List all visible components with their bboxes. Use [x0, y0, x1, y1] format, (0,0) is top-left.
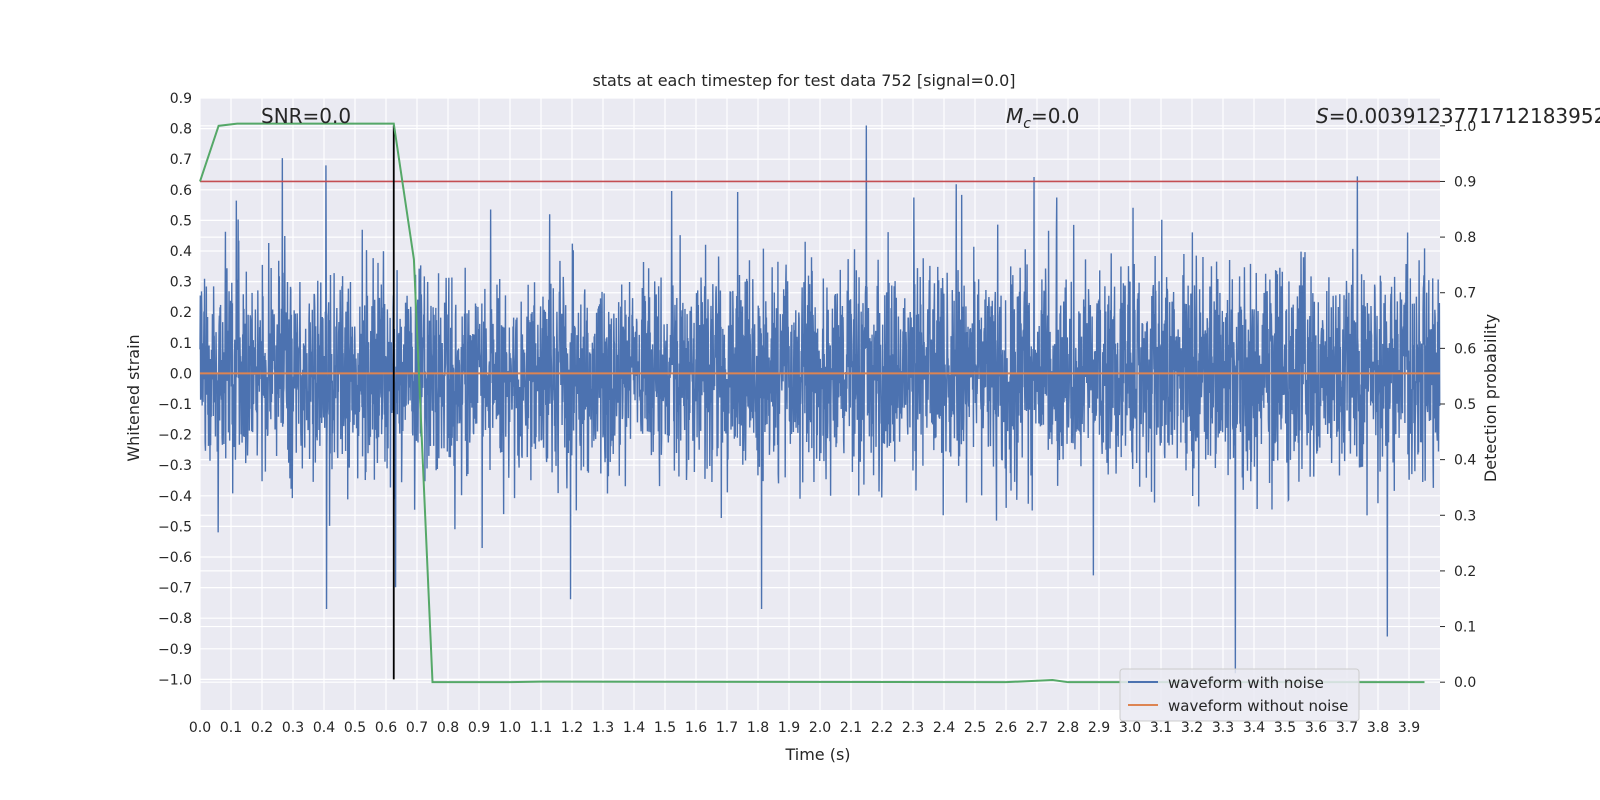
x-tick-label: 2.8	[1057, 720, 1079, 736]
x-tick-label: 2.5	[964, 720, 986, 736]
y2-tick-label: 0.5	[1454, 397, 1476, 413]
y2-tick-label: 0.1	[1454, 620, 1476, 636]
x-tick-label: 1.8	[747, 720, 769, 736]
x-tick-label: 0.1	[220, 720, 242, 736]
mc-symbol: M	[1006, 104, 1023, 128]
s-value: =0.0039123771712183952	[1329, 104, 1600, 128]
x-tick-label: 1.2	[561, 720, 583, 736]
x-tick-label: 0.8	[437, 720, 459, 736]
s-annotation: S=0.0039123771712183952	[1316, 104, 1600, 128]
y-tick-label: 0.9	[170, 91, 192, 107]
x-tick-label: 1.1	[530, 720, 552, 736]
x-tick-label: 0.5	[344, 720, 366, 736]
x-tick-label: 2.7	[1026, 720, 1048, 736]
y-axis-ticks: 0.9 0.8 0.7 0.6 0.5 0.4 0.3 0.2 0.1 0.0 −0.1 −0.2 −0…	[158, 91, 192, 688]
x-tick-label: 3.3	[1212, 720, 1234, 736]
y2-axis-ticks: 1.0 0.9 0.8 0.7 0.6 0.5 0.4 0.3 0.2 0.1 0.0	[1440, 119, 1476, 691]
snr-annotation: SNR=0.0	[261, 104, 351, 128]
y-tick-label: −0.4	[158, 489, 192, 505]
x-tick-label: 1.5	[654, 720, 676, 736]
legend-label-clean: waveform without noise	[1168, 697, 1348, 715]
y-tick-label: 0.6	[170, 183, 192, 199]
x-tick-label: 3.6	[1305, 720, 1327, 736]
y-tick-label: −1.0	[158, 672, 192, 688]
y2-tick-label: 0.9	[1454, 174, 1476, 190]
y-tick-label: 0.2	[170, 305, 192, 321]
s-symbol: S	[1316, 104, 1329, 128]
x-tick-label: 2.3	[902, 720, 924, 736]
series-detection-probability	[199, 122, 1425, 684]
x-tick-label: 2.1	[840, 720, 862, 736]
y-tick-label: 0.5	[170, 213, 192, 229]
y2-tick-label: 0.6	[1454, 341, 1476, 357]
x-tick-label: 3.7	[1336, 720, 1358, 736]
x-tick-label: 2.2	[871, 720, 893, 736]
x-axis-ticks: 0.0 0.1 0.2 0.3 0.4 0.5 0.6 0.7 0.8 0.9 1.0 1.1 1.2 1…	[189, 720, 1420, 736]
x-tick-label: 1.4	[623, 720, 645, 736]
x-tick-label: 0.0	[189, 720, 211, 736]
x-tick-label: 0.6	[375, 720, 397, 736]
legend-label-noise: waveform with noise	[1168, 674, 1324, 692]
x-tick-label: 2.6	[995, 720, 1017, 736]
x-tick-label: 2.0	[809, 720, 831, 736]
y-tick-label: 0.3	[170, 275, 192, 291]
y-tick-label: −0.8	[158, 611, 192, 627]
y-tick-label: −0.2	[158, 428, 192, 444]
legend-box	[1119, 668, 1360, 722]
x-tick-label: 0.7	[406, 720, 428, 736]
x-tick-label: 3.1	[1150, 720, 1172, 736]
y-tick-label: 0.8	[170, 122, 192, 138]
y2-tick-label: 0.4	[1454, 453, 1476, 469]
mc-subscript: c	[1023, 116, 1031, 132]
y2-tick-label: 0.3	[1454, 508, 1476, 524]
y2-axis-label: Detection probability	[1481, 314, 1500, 482]
x-tick-label: 3.8	[1367, 720, 1389, 736]
x-tick-label: 3.4	[1243, 720, 1265, 736]
y-axis-label: Whitened strain	[124, 334, 143, 461]
noise-line	[199, 125, 1441, 674]
x-tick-label: 3.5	[1274, 720, 1296, 736]
series-waveform-with-noise	[199, 125, 1441, 674]
y-tick-label: 0.7	[170, 152, 192, 168]
x-tick-label: 0.9	[468, 720, 490, 736]
x-tick-label: 1.9	[778, 720, 800, 736]
probability-line	[199, 122, 1425, 684]
x-tick-label: 3.9	[1398, 720, 1420, 736]
x-tick-label: 0.2	[251, 720, 273, 736]
x-tick-label: 0.4	[313, 720, 335, 736]
x-tick-label: 1.7	[716, 720, 738, 736]
y-tick-label: 0.1	[170, 336, 192, 352]
y-tick-label: −0.3	[158, 458, 192, 474]
legend: waveform with noise waveform without noi…	[1119, 668, 1360, 722]
y-gridlines	[200, 97, 1440, 681]
x-tick-label: 0.3	[282, 720, 304, 736]
x-tick-label: 2.4	[933, 720, 955, 736]
y2-tick-label: 0.8	[1454, 230, 1476, 246]
x-tick-label: 3.0	[1119, 720, 1141, 736]
y2-tick-label: 0.0	[1454, 675, 1476, 691]
mc-value: =0.0	[1031, 104, 1080, 128]
y-tick-label: −0.6	[158, 550, 192, 566]
y-tick-label: −0.5	[158, 519, 192, 535]
y-tick-label: −0.7	[158, 581, 192, 597]
y-tick-label: 0.0	[170, 366, 192, 382]
x-axis-label: Time (s)	[784, 745, 850, 764]
chart-title: stats at each timestep for test data 752…	[592, 71, 1015, 90]
y-tick-label: −0.9	[158, 642, 192, 658]
x-tick-label: 1.0	[499, 720, 521, 736]
y2-tick-label: 0.7	[1454, 286, 1476, 302]
y2-tick-label: 0.2	[1454, 564, 1476, 580]
chirp-mass-annotation: Mc=0.0	[1006, 104, 1080, 132]
x-tick-label: 2.9	[1088, 720, 1110, 736]
y-tick-label: −0.1	[158, 397, 192, 413]
y2-tick-label: 1.0	[1454, 119, 1476, 135]
y-tick-label: 0.4	[170, 244, 192, 260]
x-tick-label: 3.2	[1181, 720, 1203, 736]
x-tick-label: 1.6	[685, 720, 707, 736]
x-tick-label: 1.3	[592, 720, 614, 736]
